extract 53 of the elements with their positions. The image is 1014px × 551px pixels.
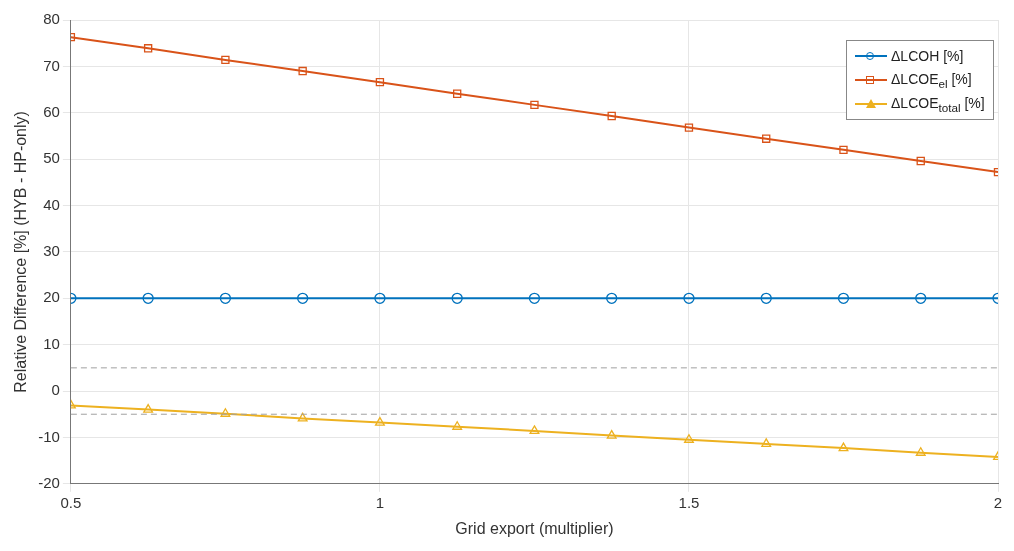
- point: [374, 292, 386, 304]
- x-tick-label: 2: [993, 493, 1003, 511]
- point: [452, 89, 462, 98]
- x-tick-label: 1.5: [678, 493, 700, 511]
- legend-label: ΔLCOH [%]: [891, 48, 964, 64]
- point: [529, 425, 540, 435]
- y-tick-label: 20: [43, 288, 60, 306]
- point: [298, 66, 307, 76]
- y-tick-label: 70: [43, 56, 60, 74]
- y-tick-label: 60: [43, 102, 60, 120]
- point: [760, 292, 772, 304]
- point: [606, 429, 617, 439]
- point: [297, 292, 309, 304]
- y-tick-label: 10: [43, 334, 60, 352]
- y-tick-label: -20: [38, 473, 60, 491]
- y-tick-label: 80: [43, 10, 60, 28]
- point: [607, 111, 616, 121]
- point: [761, 438, 772, 448]
- y-axis-title: Relative Difference [%] (HYB - HP-only): [12, 111, 30, 393]
- x-axis-title: Grid export (multiplier): [455, 519, 614, 537]
- x-tick-label: 1: [375, 493, 385, 511]
- point: [452, 421, 463, 430]
- point: [143, 44, 153, 53]
- point: [606, 292, 618, 304]
- point: [143, 403, 154, 413]
- point: [683, 434, 694, 443]
- point: [915, 292, 927, 304]
- point: [374, 416, 385, 426]
- point: [528, 292, 541, 304]
- x-tick-label: 0.5: [60, 493, 82, 511]
- point: [837, 292, 850, 304]
- point: [219, 292, 232, 304]
- point: [915, 447, 926, 456]
- y-tick-label: -10: [38, 427, 60, 445]
- point: [916, 156, 925, 166]
- point: [375, 77, 385, 87]
- y-tick-label: 50: [43, 149, 60, 167]
- y-tick-label: 30: [43, 242, 60, 260]
- point: [530, 100, 539, 110]
- point: [221, 55, 230, 65]
- y-tick-label: 0: [51, 381, 60, 399]
- point: [220, 408, 231, 417]
- point: [838, 442, 849, 452]
- point: [142, 292, 154, 304]
- point: [839, 145, 848, 155]
- y-tick-label: 40: [43, 195, 60, 213]
- point: [683, 292, 695, 304]
- point: [451, 292, 463, 304]
- point: [684, 123, 694, 132]
- legend-label: ΔLCOE$_{total}$ [%]: [891, 94, 985, 114]
- point: [297, 412, 308, 422]
- point: [762, 134, 771, 143]
- legend-label: ΔLCOE$_{el}$ [%]: [891, 70, 972, 90]
